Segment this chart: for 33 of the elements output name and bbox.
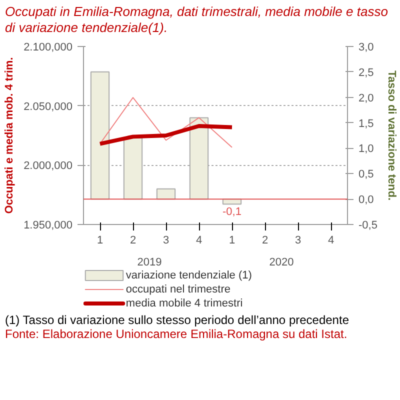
- x-tick-label: 4: [328, 234, 334, 246]
- x-tick-label: 2: [130, 234, 136, 246]
- data-label: -0,1: [222, 206, 242, 218]
- x-tick-label: 3: [162, 234, 170, 246]
- legend-label: occupati nel trimestre: [126, 284, 230, 296]
- text: 2020: [269, 256, 294, 268]
- source-note: Fonte: Elaborazione Unioncamere Emilia-Romagna su dati Istat.: [5, 326, 348, 342]
- chart-title: Occupati in Emilia-Romagna, dati trimestrali, media mobile e tasso di variazione tendenziale(1).: [5, 4, 389, 36]
- y2-tick-label: -0,5: [358, 220, 378, 232]
- text: (1) Tasso di variazione sullo stesso periodo dell’anno precedente: [5, 313, 349, 328]
- x-tick-label: 1: [228, 234, 236, 246]
- y2-tick-label: 2,0: [358, 92, 374, 104]
- y-tick-label: 2.050,000: [24, 100, 72, 113]
- y2-tick-label: 3,0: [358, 42, 374, 54]
- y2-tick-label: 0,5: [358, 168, 374, 181]
- legend-label: media mobile 4 trimestri: [126, 298, 243, 310]
- line-series: [100, 97, 232, 148]
- line-series: [98, 124, 234, 146]
- x-tick-label: 2: [262, 234, 268, 246]
- legend-label: variazione tendenziale (1): [126, 270, 252, 282]
- y-tick-label: 2.000,000: [24, 160, 72, 172]
- y-tick-label: 1.950,000: [24, 220, 72, 232]
- x-tick-label: 1: [96, 234, 104, 246]
- y2-tick-label: 2,5: [358, 66, 374, 79]
- y2-tick-label: 1,0: [358, 143, 374, 156]
- y2-axis-title: Tasso di variazione tend.: [385, 70, 398, 200]
- y-tick-label: 2.100,000: [24, 42, 72, 54]
- y-axis-title: Occupati e media mob. 4 trim.: [4, 57, 16, 214]
- text: 2019: [137, 256, 162, 268]
- x-tick-label: 3: [294, 234, 302, 246]
- x-tick-label: 4: [196, 234, 202, 246]
- y2-tick-label: 0,0: [358, 194, 374, 206]
- y2-tick-label: 1,5: [358, 118, 374, 130]
